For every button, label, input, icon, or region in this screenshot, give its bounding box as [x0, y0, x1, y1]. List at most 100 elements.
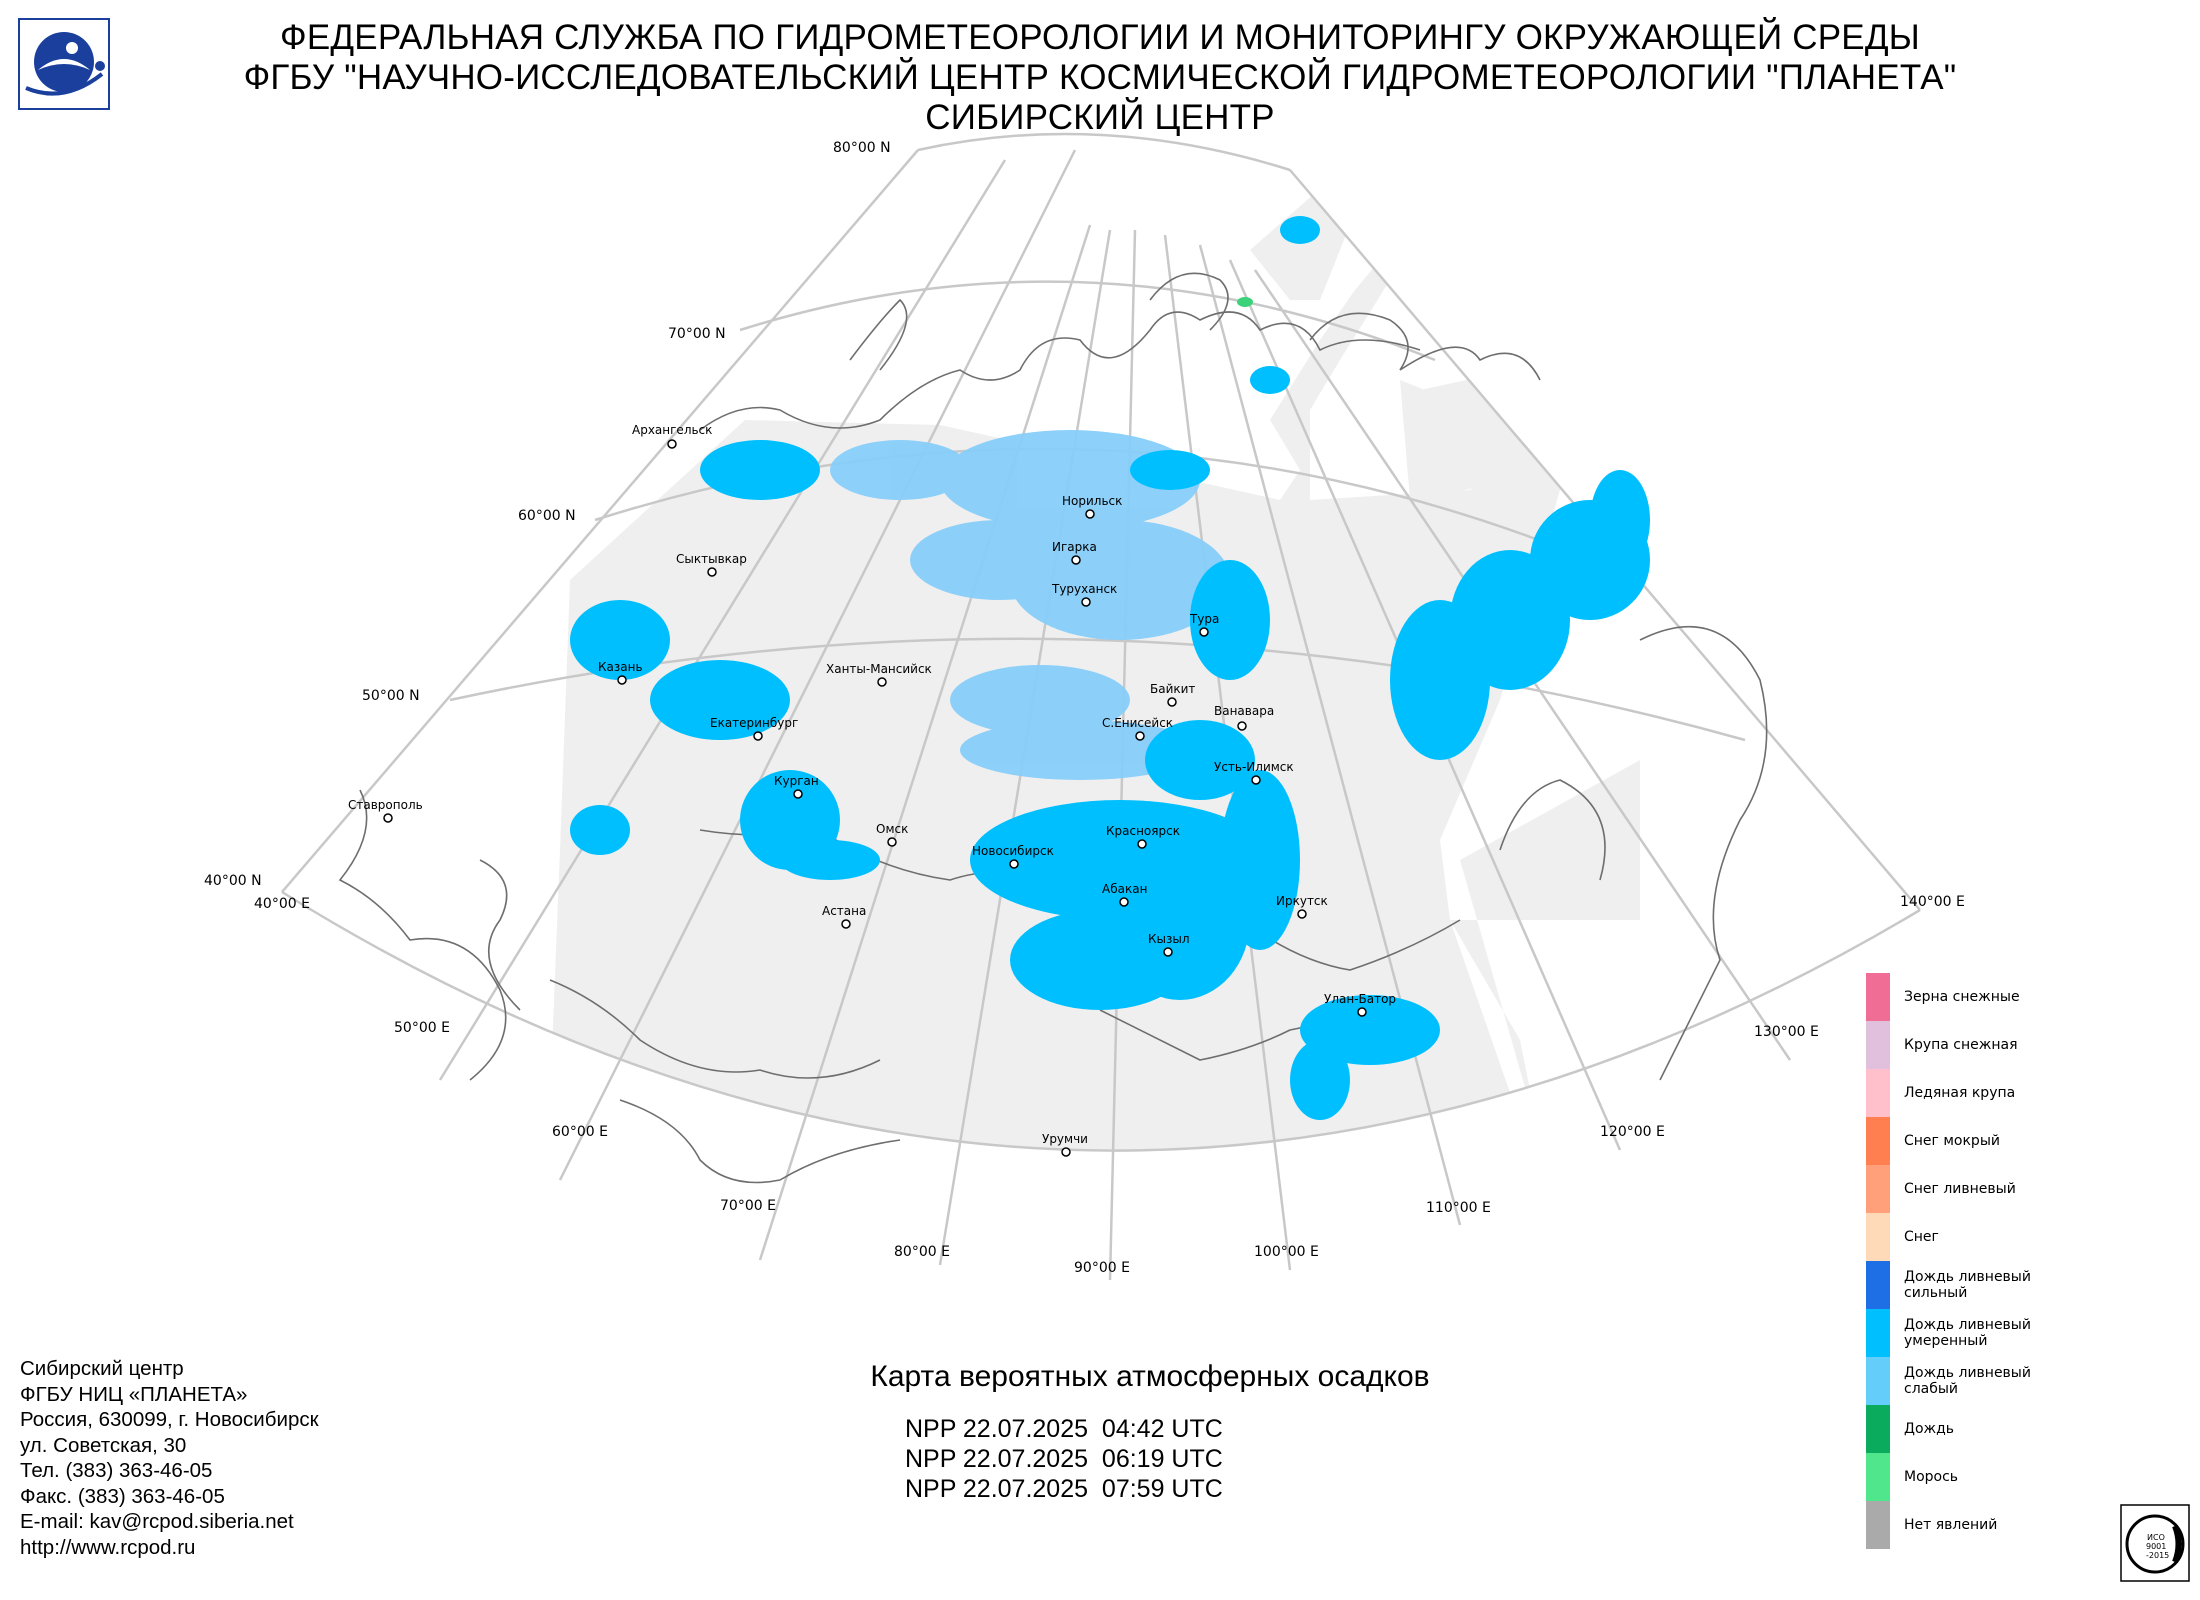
- city-label: С.Енисейск: [1102, 716, 1173, 730]
- city-label: Новосибирск: [972, 844, 1054, 858]
- header-institute: ФГБУ "НАУЧНО-ИССЛЕДОВАТЕЛЬСКИЙ ЦЕНТР КОС…: [243, 58, 1957, 97]
- legend-swatch: [1866, 1021, 1890, 1069]
- pass-line: NPP 22.07.2025 07:59 UTC: [905, 1475, 1223, 1503]
- city-kyzyl: Кызыл: [1148, 932, 1190, 957]
- contact-institute: ФГБУ НИЦ «ПЛАНЕТА»: [20, 1382, 248, 1406]
- satellite-passes: NPP 22.07.2025 04:42 UTC NPP 22.07.2025 …: [905, 1414, 1223, 1504]
- contact-email[interactable]: E-mail: kav@rcpod.siberia.net: [20, 1510, 294, 1533]
- lat-label: 60°00 N: [518, 508, 576, 524]
- legend-item-wet-snow: Снег мокрый: [1866, 1117, 2166, 1165]
- cities: Архангельск Норильск Игарка Туруханск Ту…: [348, 423, 1396, 1157]
- city-omsk: Омск: [876, 822, 908, 847]
- city-label: Омск: [876, 822, 908, 836]
- city-kurgan: Курган: [774, 774, 819, 799]
- map-title: Карта вероятных атмосферных осадков: [870, 1360, 1430, 1393]
- legend-label: Снег ливневый: [1904, 1181, 2016, 1197]
- lat-label: 70°00 N: [668, 326, 726, 342]
- city-label: Иркутск: [1276, 894, 1328, 908]
- lon-label: 100°00 E: [1254, 1244, 1319, 1260]
- lat-label: 50°00 N: [362, 688, 420, 704]
- legend-swatch: [1866, 1165, 1890, 1213]
- coastlines: [338, 272, 1768, 1184]
- legend-label: Морось: [1904, 1469, 1959, 1485]
- latitude-labels: 80°00 N 70°00 N 60°00 N 50°00 N 40°00 N: [204, 140, 891, 889]
- city-label: Усть-Илимск: [1214, 760, 1294, 774]
- city-s-yeniseysk: С.Енисейск: [1102, 716, 1173, 741]
- legend-item-snow-grains: Зерна снежные: [1866, 973, 2166, 1021]
- legend-item-snow-pellets: Крупа снежная: [1866, 1021, 2166, 1069]
- city-krasnoyarsk: Красноярск: [1106, 824, 1180, 849]
- city-khanty-mansiysk: Ханты-Мансийск: [826, 662, 932, 687]
- city-label: Улан-Батор: [1324, 992, 1396, 1006]
- iso-line: 9001: [2146, 1542, 2166, 1551]
- city-label: Ставрополь: [348, 798, 423, 812]
- contact-street: ул. Советская, 30: [20, 1433, 187, 1457]
- city-label: Ханты-Мансийск: [826, 662, 932, 676]
- city-novosibirsk: Новосибирск: [972, 844, 1054, 869]
- contact-block: Сибирский центр ФГБУ НИЦ «ПЛАНЕТА» Росси…: [20, 1356, 319, 1560]
- legend-swatch: [1866, 1213, 1890, 1261]
- contact-website[interactable]: http://www.rcpod.ru: [20, 1535, 196, 1559]
- legend-item-ice-pellets: Ледяная крупа: [1866, 1069, 2166, 1117]
- city-turukhansk: Туруханск: [1051, 582, 1117, 607]
- lat-label: 80°00 N: [833, 140, 891, 156]
- lon-label: 120°00 E: [1600, 1124, 1665, 1140]
- city-syktyvkar: Сыктывкар: [676, 552, 747, 577]
- header-agency: ФЕДЕРАЛЬНАЯ СЛУЖБА ПО ГИДРОМЕТЕОРОЛОГИИ …: [280, 18, 1920, 57]
- city-label: Красноярск: [1106, 824, 1180, 838]
- city-label: Ванавара: [1214, 704, 1274, 718]
- rain-light-areas: [830, 430, 1230, 780]
- header: ФЕДЕРАЛЬНАЯ СЛУЖБА ПО ГИДРОМЕТЕОРОЛОГИИ …: [160, 18, 2040, 138]
- city-label: Туруханск: [1051, 582, 1117, 596]
- city-label: Екатеринбург: [710, 716, 798, 730]
- pass-line: NPP 22.07.2025 04:42 UTC: [905, 1415, 1223, 1443]
- city-label: Абакан: [1102, 882, 1147, 896]
- legend-swatch: [1866, 1117, 1890, 1165]
- legend-label: Снег мокрый: [1904, 1133, 2000, 1149]
- legend-swatch: [1866, 1309, 1890, 1357]
- iso-line: -2015: [2146, 1551, 2169, 1560]
- city-label: Астана: [822, 904, 866, 918]
- city-label: Тура: [1189, 612, 1219, 626]
- legend-label: Крупа снежная: [1904, 1037, 2018, 1053]
- header-center: СИБИРСКИЙ ЦЕНТР: [925, 98, 1275, 137]
- lon-label: 110°00 E: [1426, 1200, 1491, 1216]
- contact-fax: Факс. (383) 363-46-05: [20, 1484, 225, 1508]
- planeta-logo: [18, 18, 110, 110]
- legend-label: Снег: [1904, 1229, 1939, 1245]
- lon-label: 70°00 E: [720, 1198, 776, 1214]
- legend-swatch: [1866, 1357, 1890, 1405]
- rain-moderate-areas: [570, 216, 1650, 1120]
- city-irkutsk: Иркутск: [1276, 894, 1328, 919]
- city-label: Сыктывкар: [676, 552, 747, 566]
- city-ust-ilimsk: Усть-Илимск: [1214, 760, 1294, 785]
- contact-org: Сибирский центр: [20, 1357, 184, 1380]
- pass-line: NPP 22.07.2025 06:19 UTC: [905, 1445, 1223, 1473]
- contact-phone: Тел. (383) 363-46-05: [20, 1459, 213, 1482]
- legend-item-rain-shower-moderate: Дождь ливневый умеренный: [1866, 1309, 2166, 1357]
- lon-label: 40°00 E: [254, 896, 310, 912]
- city-label: Курган: [774, 774, 819, 788]
- city-label: Архангельск: [632, 423, 712, 437]
- legend-swatch: [1866, 1453, 1890, 1501]
- legend-swatch: [1866, 973, 1890, 1021]
- city-label: Норильск: [1062, 494, 1122, 508]
- longitude-labels: 40°00 E 50°00 E 60°00 E 70°00 E 80°00 E …: [254, 894, 1965, 1276]
- legend-label: Зерна снежные: [1904, 989, 2020, 1005]
- city-norilsk: Норильск: [1062, 494, 1122, 519]
- legend-swatch: [1866, 1069, 1890, 1117]
- city-label: Байкит: [1150, 682, 1195, 696]
- legend-swatch: [1866, 1501, 1890, 1549]
- city-label: Урумчи: [1042, 1132, 1088, 1146]
- lon-label: 90°00 E: [1074, 1260, 1130, 1276]
- legend-label: Дождь ливневый слабый: [1904, 1365, 2031, 1397]
- lat-label: 40°00 N: [204, 873, 262, 889]
- legend-label: Дождь ливневый сильный: [1904, 1269, 2031, 1301]
- legend-label: Нет явлений: [1904, 1517, 1998, 1533]
- legend-item-rain-shower-heavy: Дождь ливневый сильный: [1866, 1261, 2166, 1309]
- city-kazan: Казань: [598, 660, 643, 685]
- legend-item-snow: Снег: [1866, 1213, 2166, 1261]
- city-stavropol: Ставрополь: [348, 798, 423, 823]
- city-tura: Тура: [1189, 612, 1219, 637]
